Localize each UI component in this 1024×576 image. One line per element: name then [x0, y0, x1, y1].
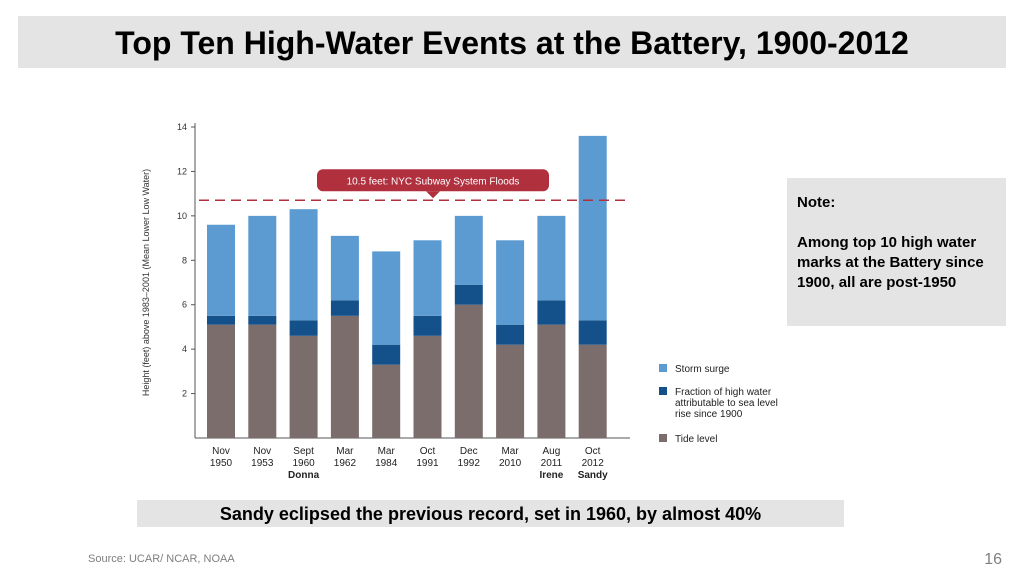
legend-label: Storm surge [675, 364, 730, 375]
bar-segment-storm-surge [330, 235, 359, 301]
note-body: Among top 10 high water marks at the Bat… [797, 234, 984, 291]
x-tick-label-storm-name: Sandy [578, 470, 608, 481]
x-tick-label-month: Mar [378, 446, 396, 457]
bar-segment-storm-surge [248, 215, 277, 316]
x-tick-label-year: 1992 [458, 458, 481, 469]
page-number: 16 [984, 551, 1002, 568]
x-tick-label-month: Oct [420, 446, 436, 457]
x-tick-label-year: 1991 [416, 458, 439, 469]
bar-segment-tide-level [454, 304, 483, 438]
bar-segment-sea-level-rise [330, 300, 359, 316]
x-tick-label-month: Oct [585, 446, 601, 457]
slide-caption: Sandy eclipsed the previous record, set … [219, 504, 762, 524]
x-tick-label-month: Sept [293, 446, 314, 457]
bar-segment-storm-surge [289, 209, 318, 321]
bar-segment-sea-level-rise [207, 315, 235, 325]
x-tick-label-month: Mar [336, 446, 354, 457]
reference-line-label: 10.5 feet: NYC Subway System Floods [347, 176, 520, 187]
bar-segment-tide-level [537, 324, 566, 438]
x-tick-label-year: 2012 [582, 458, 605, 469]
x-tick-label-month: Dec [460, 446, 478, 457]
bar-segment-tide-level [248, 324, 277, 438]
high-water-bar-chart: 2 4 6 8 10 12 14 Height (feet) above 1983–2001 … [141, 122, 778, 481]
bar-segment-storm-surge [454, 215, 483, 285]
y-tick-label: 10 [177, 211, 187, 221]
bar-segment-sea-level-rise [454, 284, 483, 305]
x-tick-label-year: 1950 [210, 458, 233, 469]
reference-line-label-box [317, 169, 549, 192]
bar-segment-tide-level [372, 364, 401, 438]
bar-segment-sea-level-rise [537, 300, 566, 325]
bar-segment-storm-surge [578, 135, 607, 321]
bar-segment-tide-level [289, 335, 318, 438]
x-tick-label-month: Nov [253, 446, 271, 457]
bar-segment-tide-level [207, 324, 235, 438]
note-heading: Note: [797, 194, 836, 211]
legend-swatch [659, 364, 667, 372]
y-axis-label: Height (feet) above 1983–2001 (Mean Lowe… [141, 169, 151, 396]
y-tick-label: 2 [182, 389, 187, 399]
slide-title: Top Ten High-Water Events at the Battery… [115, 25, 909, 61]
x-tick-label-year: 1962 [334, 458, 357, 469]
legend-label: rise since 1900 [675, 409, 743, 420]
bar-segment-sea-level-rise [578, 320, 607, 345]
bar-segment-storm-surge [372, 251, 401, 345]
x-tick-label-year: 1960 [292, 458, 315, 469]
y-tick-label: 14 [177, 122, 187, 132]
bar-segment-storm-surge [537, 215, 566, 301]
bar-segment-storm-surge [207, 224, 235, 316]
bar-segment-sea-level-rise [248, 315, 277, 325]
legend-label: Tide level [675, 434, 717, 445]
source-credit: Source: UCAR/ NCAR, NOAA [88, 553, 235, 565]
bar-segment-sea-level-rise [372, 344, 401, 365]
x-tick-label-year: 2011 [541, 458, 563, 469]
bar-segment-sea-level-rise [496, 324, 525, 345]
x-tick-label-year: 2010 [499, 458, 522, 469]
x-tick-label-year: 1953 [251, 458, 274, 469]
x-tick-label-month: Aug [543, 446, 561, 457]
legend-label: Fraction of high water [675, 387, 772, 398]
x-tick-label-year: 1984 [375, 458, 398, 469]
bar-segment-sea-level-rise [413, 315, 442, 336]
bar-segment-storm-surge [413, 240, 442, 316]
legend-swatch [659, 387, 667, 395]
bar-segment-tide-level [330, 315, 359, 438]
bar-segment-storm-surge [496, 240, 525, 325]
title-bar: Top Ten High-Water Events at the Battery… [18, 16, 1006, 68]
x-tick-label-storm-name: Donna [288, 470, 320, 481]
legend-swatch [659, 434, 667, 442]
y-tick-label: 4 [182, 344, 187, 354]
x-tick-label-month: Mar [501, 446, 519, 457]
y-tick-label: 12 [177, 166, 187, 176]
y-tick-label: 8 [182, 255, 187, 265]
reference-line-label-pointer [426, 191, 440, 199]
y-tick-label: 6 [182, 300, 187, 310]
legend-label: attributable to sea level [675, 398, 778, 409]
note-box: Note: Among top 10 high water marks at t… [787, 178, 1006, 326]
bar-segment-tide-level [578, 344, 607, 438]
x-tick-label-month: Nov [212, 446, 230, 457]
bar-segment-tide-level [413, 335, 442, 438]
caption-bar: Sandy eclipsed the previous record, set … [137, 500, 844, 527]
bar-segment-sea-level-rise [289, 320, 318, 336]
x-tick-label-storm-name: Irene [539, 470, 563, 481]
bar-segment-tide-level [496, 344, 525, 438]
